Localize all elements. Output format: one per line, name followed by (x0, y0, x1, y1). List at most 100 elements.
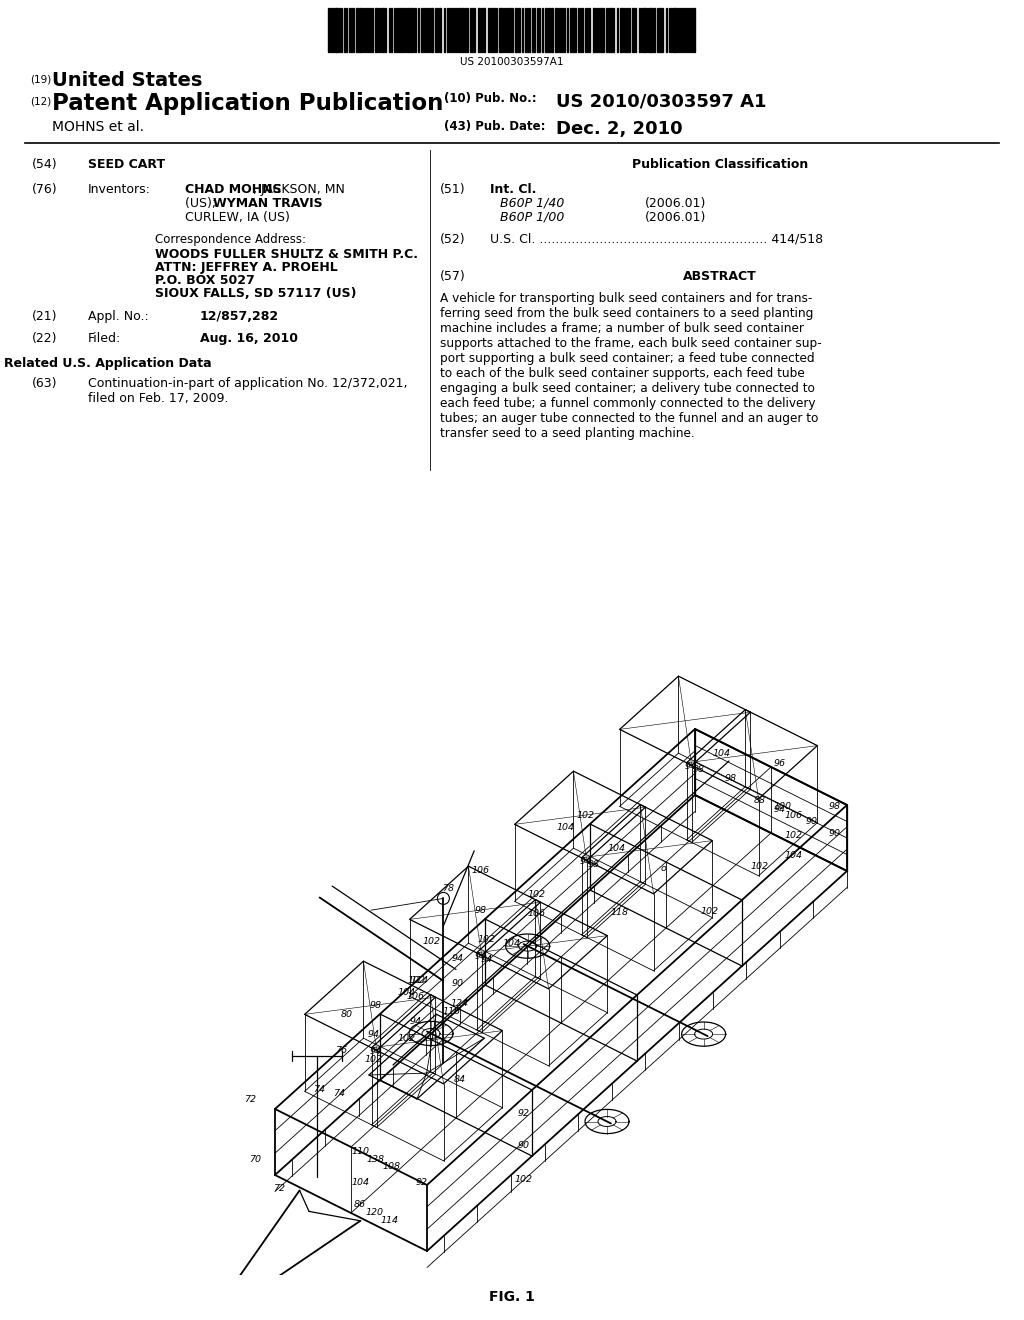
Text: 70: 70 (249, 1155, 261, 1164)
Text: 98: 98 (828, 803, 841, 812)
Text: WOODS FULLER SHULTZ & SMITH P.C.: WOODS FULLER SHULTZ & SMITH P.C. (155, 248, 418, 261)
Text: 102: 102 (784, 832, 803, 841)
Text: 74: 74 (312, 1085, 325, 1094)
Text: 72: 72 (273, 1184, 286, 1193)
Text: (2006.01): (2006.01) (645, 197, 707, 210)
Text: MOHNS et al.: MOHNS et al. (52, 120, 144, 135)
Text: 106: 106 (472, 866, 489, 875)
Text: SEED CART: SEED CART (88, 158, 165, 172)
Bar (462, 8, 464, 51)
Bar (632, 8, 634, 51)
Text: (21): (21) (32, 310, 57, 323)
Text: o: o (660, 865, 667, 873)
Text: 94: 94 (370, 1047, 382, 1056)
Text: 90: 90 (452, 979, 463, 989)
Bar (515, 8, 517, 51)
Bar (518, 8, 520, 51)
Text: 78: 78 (442, 884, 455, 892)
Text: B60P 1/00: B60P 1/00 (500, 211, 564, 224)
Bar (439, 8, 441, 51)
Bar (548, 8, 550, 51)
Text: CURLEW, IA (US): CURLEW, IA (US) (185, 211, 290, 224)
Text: 102: 102 (527, 890, 546, 899)
Text: Int. Cl.: Int. Cl. (490, 183, 537, 195)
Text: , JACKSON, MN: , JACKSON, MN (253, 183, 345, 195)
Text: 94: 94 (368, 1031, 379, 1039)
Text: 98: 98 (725, 774, 736, 783)
Text: 72: 72 (245, 1096, 257, 1104)
Text: 92: 92 (518, 1109, 530, 1118)
Bar (551, 8, 553, 51)
Text: 96: 96 (773, 759, 785, 768)
Bar (359, 8, 361, 51)
Text: 124: 124 (451, 999, 468, 1008)
Text: Patent Application Publication: Patent Application Publication (52, 92, 443, 115)
Text: 104: 104 (352, 1177, 370, 1187)
Bar (499, 8, 502, 51)
Text: (12): (12) (30, 96, 51, 106)
Text: United States: United States (52, 71, 203, 90)
Bar (478, 8, 480, 51)
Bar (332, 8, 334, 51)
Text: (2006.01): (2006.01) (645, 211, 707, 224)
Text: A vehicle for transporting bulk seed containers and for trans-
ferring seed from: A vehicle for transporting bulk seed con… (440, 292, 821, 440)
Text: (63): (63) (32, 378, 57, 389)
Bar (653, 8, 655, 51)
Text: 104: 104 (713, 748, 730, 758)
Text: U.S. Cl. ......................................................... 414/518: U.S. Cl. ...............................… (490, 234, 823, 246)
Text: Related U.S. Application Data: Related U.S. Application Data (4, 356, 212, 370)
Bar (649, 8, 652, 51)
Bar (610, 8, 612, 51)
Text: WYMAN TRAVIS: WYMAN TRAVIS (213, 197, 323, 210)
Text: 94: 94 (580, 857, 592, 866)
Text: 92: 92 (416, 1177, 428, 1187)
Text: (19): (19) (30, 75, 51, 84)
Bar (600, 8, 602, 51)
Text: FIG. 1: FIG. 1 (489, 1290, 535, 1304)
Text: 102: 102 (515, 1175, 534, 1184)
Text: Appl. No.:: Appl. No.: (88, 310, 148, 323)
Text: SIOUX FALLS, SD 57117 (US): SIOUX FALLS, SD 57117 (US) (155, 286, 356, 300)
Text: 84: 84 (454, 1074, 466, 1084)
Text: Correspondence Address:: Correspondence Address: (155, 234, 306, 246)
Text: B60P 1/40: B60P 1/40 (500, 197, 564, 210)
Bar (431, 8, 433, 51)
Text: 98: 98 (587, 861, 599, 869)
Text: 120: 120 (366, 1208, 383, 1217)
Text: (54): (54) (32, 158, 57, 172)
Text: 102: 102 (397, 1034, 416, 1043)
Text: P.O. BOX 5027: P.O. BOX 5027 (155, 275, 255, 286)
Text: 76: 76 (335, 1045, 347, 1055)
Bar (693, 8, 695, 51)
Text: 94: 94 (685, 762, 697, 771)
Text: 106: 106 (527, 909, 546, 919)
Bar (673, 8, 676, 51)
Text: 94: 94 (480, 956, 493, 964)
Text: 88: 88 (754, 796, 766, 805)
Text: 114: 114 (381, 1216, 398, 1225)
Text: US 20100303597A1: US 20100303597A1 (460, 57, 564, 67)
Text: 104: 104 (557, 824, 575, 833)
Text: 94: 94 (773, 805, 785, 814)
Text: 106: 106 (407, 993, 424, 1002)
Text: 74: 74 (334, 1089, 345, 1098)
Text: 106: 106 (784, 812, 803, 821)
Bar (509, 8, 511, 51)
Text: 102: 102 (700, 907, 719, 916)
Bar (490, 8, 492, 51)
Text: Inventors:: Inventors: (88, 183, 151, 195)
Text: 104: 104 (503, 939, 520, 948)
Bar (620, 8, 622, 51)
Bar (356, 8, 358, 51)
Bar (407, 8, 409, 51)
Text: (22): (22) (32, 333, 57, 345)
Text: 138: 138 (367, 1155, 385, 1164)
Text: (76): (76) (32, 183, 57, 195)
Text: (10) Pub. No.:: (10) Pub. No.: (444, 92, 537, 106)
Bar (593, 8, 595, 51)
Text: (57): (57) (440, 271, 466, 282)
Text: 110: 110 (352, 1147, 370, 1156)
Bar (572, 8, 574, 51)
Bar (375, 8, 377, 51)
Bar (400, 8, 402, 51)
